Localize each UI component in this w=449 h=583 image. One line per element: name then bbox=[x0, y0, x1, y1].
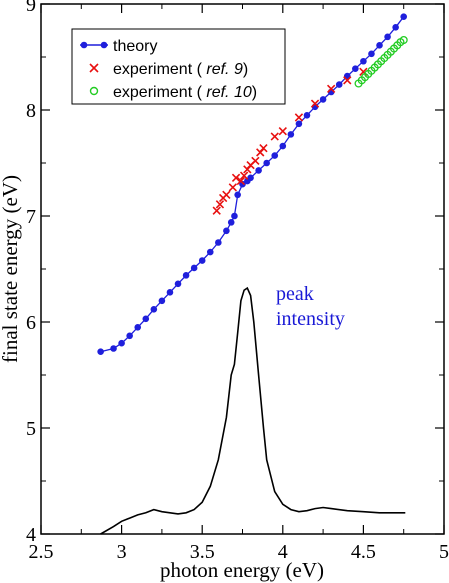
theory-point bbox=[97, 348, 104, 355]
theory-point bbox=[319, 96, 327, 103]
legend-exp9-ref: ref. 9 bbox=[206, 61, 243, 78]
theory-point bbox=[134, 324, 142, 331]
theory-point bbox=[142, 315, 150, 323]
legend-exp10-marker bbox=[89, 86, 99, 96]
series-1 bbox=[212, 67, 368, 215]
exp9-point bbox=[294, 113, 304, 122]
theory-point bbox=[150, 305, 158, 313]
theory-point bbox=[182, 272, 190, 279]
theory-point bbox=[279, 142, 287, 150]
theory-point bbox=[352, 65, 359, 72]
series-0 bbox=[97, 13, 408, 355]
exp9-point bbox=[343, 76, 352, 85]
x-tick-label: 2.5 bbox=[29, 541, 54, 563]
series-3 bbox=[100, 286, 406, 535]
exp9-point bbox=[222, 190, 231, 199]
exp10-point bbox=[399, 35, 408, 45]
theory-point bbox=[227, 219, 235, 226]
x-tick-label: 3 bbox=[117, 541, 127, 563]
y-tick-label: 6 bbox=[26, 312, 36, 334]
theory-point bbox=[295, 120, 303, 128]
theory-point bbox=[368, 50, 375, 58]
exp9-point bbox=[310, 99, 320, 108]
legend: theory experiment ( ref. 9) experiment (… bbox=[71, 28, 286, 105]
y-axis-title: final state energy (eV) bbox=[0, 175, 22, 363]
y-tick-label: 9 bbox=[26, 0, 36, 16]
theory-point bbox=[215, 239, 222, 246]
legend-exp9-label: experiment ( ref. 9) bbox=[113, 61, 248, 78]
legend-exp10-label: experiment ( ref. 10) bbox=[113, 84, 257, 101]
legend-exp9-suffix: ) bbox=[243, 61, 248, 78]
exp9-point bbox=[212, 206, 221, 215]
theory-point bbox=[118, 339, 125, 347]
annotation-peak: peak bbox=[276, 283, 314, 305]
exp9-point bbox=[228, 183, 237, 192]
theory-point bbox=[223, 227, 230, 235]
annotation-intensity: intensity bbox=[276, 308, 345, 330]
legend-exp10-ref: ref. 10 bbox=[206, 84, 251, 101]
theory-point bbox=[287, 131, 295, 138]
legend-box bbox=[71, 28, 286, 105]
x-tick-label: 4 bbox=[278, 541, 288, 563]
theory-point bbox=[239, 180, 246, 188]
x-tick-label: 4.5 bbox=[351, 541, 376, 563]
exp9-point bbox=[270, 132, 279, 141]
exp9-point bbox=[278, 127, 287, 136]
x-tick-label: 5 bbox=[439, 541, 449, 563]
theory-point bbox=[174, 280, 182, 288]
axes: 2.5 3 3.5 4 4.5 5 4 5 6 7 8 9 bbox=[26, 0, 449, 563]
exp9-point bbox=[231, 173, 241, 183]
theory-point bbox=[190, 264, 198, 272]
legend-exp9-prefix: experiment ( bbox=[113, 61, 206, 78]
series-2 bbox=[354, 35, 408, 88]
y-tick-label: 8 bbox=[26, 100, 36, 122]
legend-theory-marker bbox=[100, 41, 108, 49]
theory-point bbox=[206, 248, 214, 256]
exp9-point bbox=[259, 143, 268, 153]
x-tick-label: 3.5 bbox=[190, 541, 215, 563]
exp9-point bbox=[251, 156, 260, 166]
theory-point bbox=[384, 33, 391, 41]
legend-exp10-prefix: experiment ( bbox=[113, 84, 206, 101]
theory-point bbox=[234, 191, 241, 199]
theory-point bbox=[376, 42, 383, 49]
theory-point bbox=[126, 332, 133, 340]
legend-theory-label: theory bbox=[113, 38, 157, 55]
theory-point bbox=[158, 297, 166, 305]
theory-point bbox=[392, 24, 399, 31]
theory-point bbox=[255, 167, 262, 174]
peak-intensity-curve bbox=[100, 286, 406, 535]
theory-point bbox=[335, 81, 343, 88]
theory-point bbox=[166, 289, 174, 296]
plot-data bbox=[97, 13, 408, 535]
x-axis-title: photon energy (eV) bbox=[160, 558, 324, 582]
theory-point bbox=[247, 174, 254, 182]
theory-point bbox=[271, 152, 279, 159]
theory-point bbox=[263, 159, 270, 167]
legend-exp9-marker bbox=[89, 63, 99, 73]
exp9-point bbox=[239, 171, 249, 180]
exp9-point bbox=[326, 84, 336, 93]
y-tick-label: 7 bbox=[26, 206, 36, 228]
exp9-point bbox=[236, 176, 246, 186]
theory-point bbox=[110, 345, 117, 352]
theory-point bbox=[400, 13, 408, 21]
theory-point bbox=[303, 112, 311, 119]
exp9-point bbox=[215, 200, 225, 209]
legend-theory-marker bbox=[80, 41, 88, 49]
y-tick-label: 5 bbox=[26, 418, 36, 440]
legend-exp10-suffix: ) bbox=[252, 84, 257, 101]
y-tick-label: 4 bbox=[26, 524, 36, 546]
theory-point bbox=[231, 212, 238, 220]
theory-point bbox=[198, 257, 206, 264]
theory-point bbox=[360, 57, 367, 65]
